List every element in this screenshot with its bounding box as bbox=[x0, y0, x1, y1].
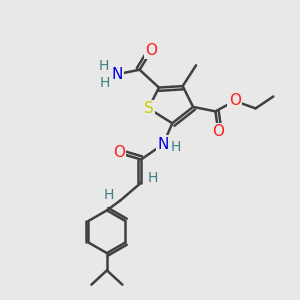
Text: H: H bbox=[99, 59, 109, 73]
Text: H: H bbox=[100, 76, 110, 90]
Text: O: O bbox=[113, 146, 125, 160]
Text: N: N bbox=[112, 67, 123, 82]
Text: H: H bbox=[104, 188, 114, 202]
Text: O: O bbox=[146, 43, 158, 58]
Text: O: O bbox=[229, 94, 241, 109]
Text: H: H bbox=[171, 140, 181, 154]
Text: O: O bbox=[212, 124, 224, 139]
Text: H: H bbox=[147, 171, 158, 185]
Text: S: S bbox=[144, 101, 153, 116]
Text: N: N bbox=[158, 136, 169, 152]
